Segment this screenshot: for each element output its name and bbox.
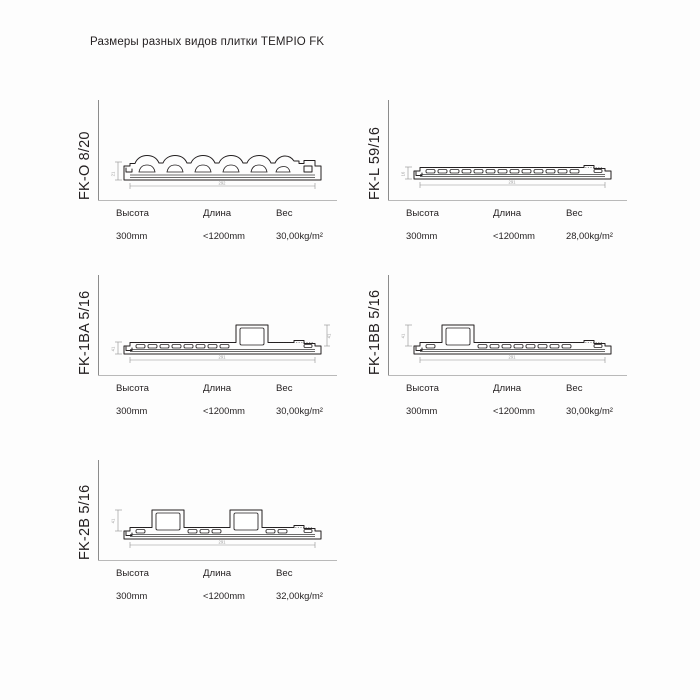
panel-separator [98,560,337,561]
block-void-right [233,512,259,531]
value-height: 300mm [406,230,438,241]
panel-code-label: FK-1BA 5/16 [77,290,93,375]
value-length: <1200mm [203,590,245,601]
value-length: <1200mm [493,230,535,241]
dim-length-text: 292 [219,181,227,186]
col-header-weight: Вес [276,568,293,579]
dim-height-text-right: 41 [327,333,332,338]
page-title: Размеры разных видов плитки TEMPIO FK [90,36,325,48]
value-height: 300mm [116,405,148,416]
table-header-row: Высота Длина Вес [98,568,337,586]
col-header-length: Длина [493,383,522,394]
table-header-row: Высота Длина Вес [388,383,627,401]
profile-drawing-two-block: 41 [108,460,337,560]
col-header-weight: Вес [276,208,293,219]
block-void-left [155,512,181,531]
value-weight: 32,00kg/m² [276,590,323,601]
table-row: 300mm <1200mm 30,00kg/m² [98,230,337,248]
table-row: 300mm <1200mm 28,00kg/m² [388,230,627,248]
dimension-length: 291 [129,540,316,548]
panel-fk-1ba-5-16: FK-1BA 5/16 41 [72,275,337,425]
table-row: 300mm <1200mm 30,00kg/m² [388,405,627,423]
col-header-length: Длина [493,208,522,219]
value-weight: 30,00kg/m² [276,230,323,241]
profile-cavities [425,169,603,174]
panel-separator [388,200,627,201]
value-weight: 30,00kg/m² [276,405,323,416]
table-row: 300mm <1200mm 32,00kg/m² [98,590,337,608]
col-header-height: Высота [116,383,149,394]
dimension-height-right: 41 [324,324,332,347]
dimension-length: 291 [419,180,606,188]
value-length: <1200mm [203,230,245,241]
dim-height-text: 41 [401,333,406,338]
col-header-length: Длина [203,568,232,579]
col-header-weight: Вес [276,383,293,394]
panel-divider [98,460,99,560]
panel-fk-1bb-5-16: FK-1BB 5/16 41 [362,275,627,425]
panel-separator [98,200,337,201]
panel-code-label: FK-2B 5/16 [77,484,93,560]
dim-height-text: 41 [111,518,116,523]
dim-length-text: 291 [219,355,227,360]
profile-drawing-one-block-right: 41 [108,275,337,375]
col-header-height: Высота [116,568,149,579]
profile-drawing-wave: 21 [108,100,337,200]
dimension-height: 16 [401,166,412,180]
panel-divider [388,100,389,200]
table-header-row: Высота Длина Вес [98,383,337,401]
profile-cavities [425,344,603,349]
table-header-row: Высота Длина Вес [388,208,627,226]
col-header-weight: Вес [566,208,583,219]
block-void [445,327,471,346]
dimension-length: 291 [129,355,316,363]
panel-fk-2b-5-16: FK-2B 5/16 41 [72,460,337,610]
panel-code-label: FK-O 8/20 [77,131,93,200]
dimension-length: 292 [129,181,316,189]
panel-fk-o-8-20: FK-O 8/20 21 [72,100,337,250]
panel-fk-l-59-16: FK-L 59/16 16 [362,100,627,250]
col-header-height: Высота [116,208,149,219]
dim-length-text: 291 [509,180,517,185]
dimension-length: 291 [419,355,606,363]
dim-height-text-left: 41 [111,346,116,351]
table-row: 300mm <1200mm 30,00kg/m² [98,405,337,423]
value-weight: 30,00kg/m² [566,405,613,416]
table-header-row: Высота Длина Вес [98,208,337,226]
col-header-height: Высота [406,383,439,394]
panel-separator [98,375,337,376]
value-weight: 28,00kg/m² [566,230,613,241]
block-void [239,327,265,346]
dimension-height: 21 [111,161,122,181]
panel-code-label: FK-1BB 5/16 [367,289,383,375]
panel-code-label: FK-L 59/16 [367,126,383,200]
profile-cavities [135,344,313,349]
profile-drawing-flat: 16 [398,100,627,200]
value-height: 300mm [116,230,148,241]
panel-divider [388,275,389,375]
panel-divider [98,275,99,375]
value-length: <1200mm [493,405,535,416]
value-height: 300mm [116,590,148,601]
panel-divider [98,100,99,200]
col-header-weight: Вес [566,383,583,394]
profile-cavities [135,529,313,534]
col-header-length: Длина [203,208,232,219]
value-length: <1200mm [203,405,245,416]
dimension-height: 41 [111,341,122,355]
value-height: 300mm [406,405,438,416]
profile-cavities [138,164,291,173]
panel-separator [388,375,627,376]
col-header-length: Длина [203,383,232,394]
dim-height-text: 16 [401,171,406,176]
dimension-height: 41 [111,509,122,532]
dimension-height: 41 [401,324,412,347]
profile-drawing-one-block-left: 41 [398,275,627,375]
col-header-height: Высота [406,208,439,219]
dim-height-text: 21 [111,171,116,176]
dim-length-text: 291 [509,355,517,360]
dim-length-text: 291 [219,540,227,545]
